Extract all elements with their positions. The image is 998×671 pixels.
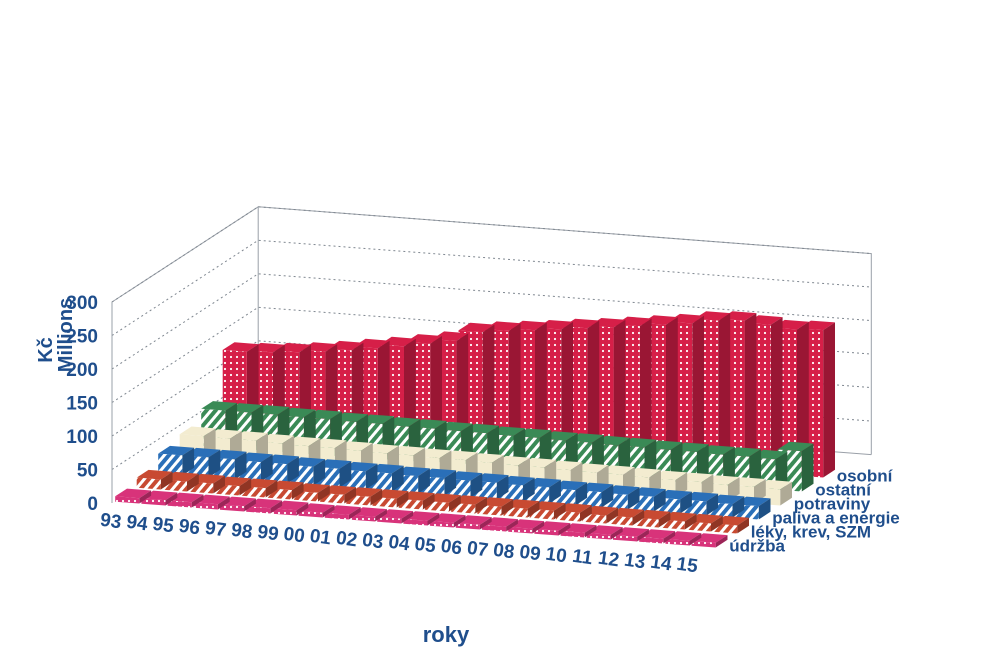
y-tick-label: 150 bbox=[66, 394, 98, 415]
back-wall bbox=[258, 206, 872, 455]
x-tick-label: 99 bbox=[256, 522, 280, 546]
y-tick-label: 250 bbox=[66, 327, 98, 348]
y-axis-ticks: 0 50 100 150 200 250 300 bbox=[66, 293, 98, 515]
x-tick-label: 09 bbox=[518, 542, 542, 566]
y-tick-label: 200 bbox=[66, 360, 98, 381]
x-tick-label: 01 bbox=[308, 526, 332, 550]
x-tick-label: 05 bbox=[413, 534, 437, 558]
x-axis-label: roky bbox=[423, 622, 470, 647]
x-tick-label: 02 bbox=[335, 528, 359, 552]
x-tick-label: 95 bbox=[151, 514, 175, 538]
bars bbox=[115, 311, 835, 548]
series-label: ostatní bbox=[815, 480, 872, 499]
x-tick-label: 14 bbox=[649, 552, 673, 576]
bar bbox=[377, 509, 414, 524]
x-tick-label: 12 bbox=[597, 548, 621, 572]
x-tick-label: 94 bbox=[125, 512, 149, 536]
x-tick-label: 96 bbox=[177, 516, 201, 540]
series-label: potraviny bbox=[794, 494, 871, 513]
y-axis-label-line-1: Kč bbox=[35, 337, 57, 363]
x-tick-label: 11 bbox=[571, 546, 594, 570]
x-tick-label: 00 bbox=[282, 524, 306, 548]
y-tick-label: 300 bbox=[66, 293, 98, 314]
x-tick-label: 07 bbox=[466, 538, 490, 562]
series-label: osobní bbox=[837, 466, 894, 485]
series-label: léky, krev, SZM bbox=[751, 522, 871, 541]
x-tick-label: 08 bbox=[492, 540, 516, 564]
x-tick-label: 93 bbox=[99, 510, 123, 534]
x-axis-ticks: 93 94 95 96 97 98 99 00 01 02 03 04 05 06 07 08 09 10 11 12… bbox=[99, 510, 700, 578]
x-tick-label: 03 bbox=[361, 530, 385, 554]
x-tick-label: 13 bbox=[623, 550, 647, 574]
bar bbox=[708, 494, 745, 518]
x-tick-label: 97 bbox=[204, 518, 228, 542]
x-tick-label: 15 bbox=[675, 554, 699, 578]
series-label: údržba bbox=[729, 536, 785, 555]
bar bbox=[158, 445, 195, 476]
x-tick-label: 98 bbox=[230, 520, 254, 544]
bar bbox=[298, 503, 335, 518]
gridline bbox=[111, 206, 872, 303]
x-tick-label: 06 bbox=[439, 536, 463, 560]
y-tick-label: 0 bbox=[87, 494, 98, 515]
y-tick-label: 100 bbox=[66, 427, 98, 448]
bar bbox=[136, 469, 173, 490]
series-label: paliva a energie bbox=[772, 508, 900, 527]
bar bbox=[115, 488, 152, 504]
y-axis-label-line-2: Millions bbox=[55, 298, 77, 372]
x-tick-label: 04 bbox=[387, 532, 411, 556]
x-tick-label: 10 bbox=[544, 544, 568, 568]
y-tick-label: 50 bbox=[77, 461, 98, 482]
